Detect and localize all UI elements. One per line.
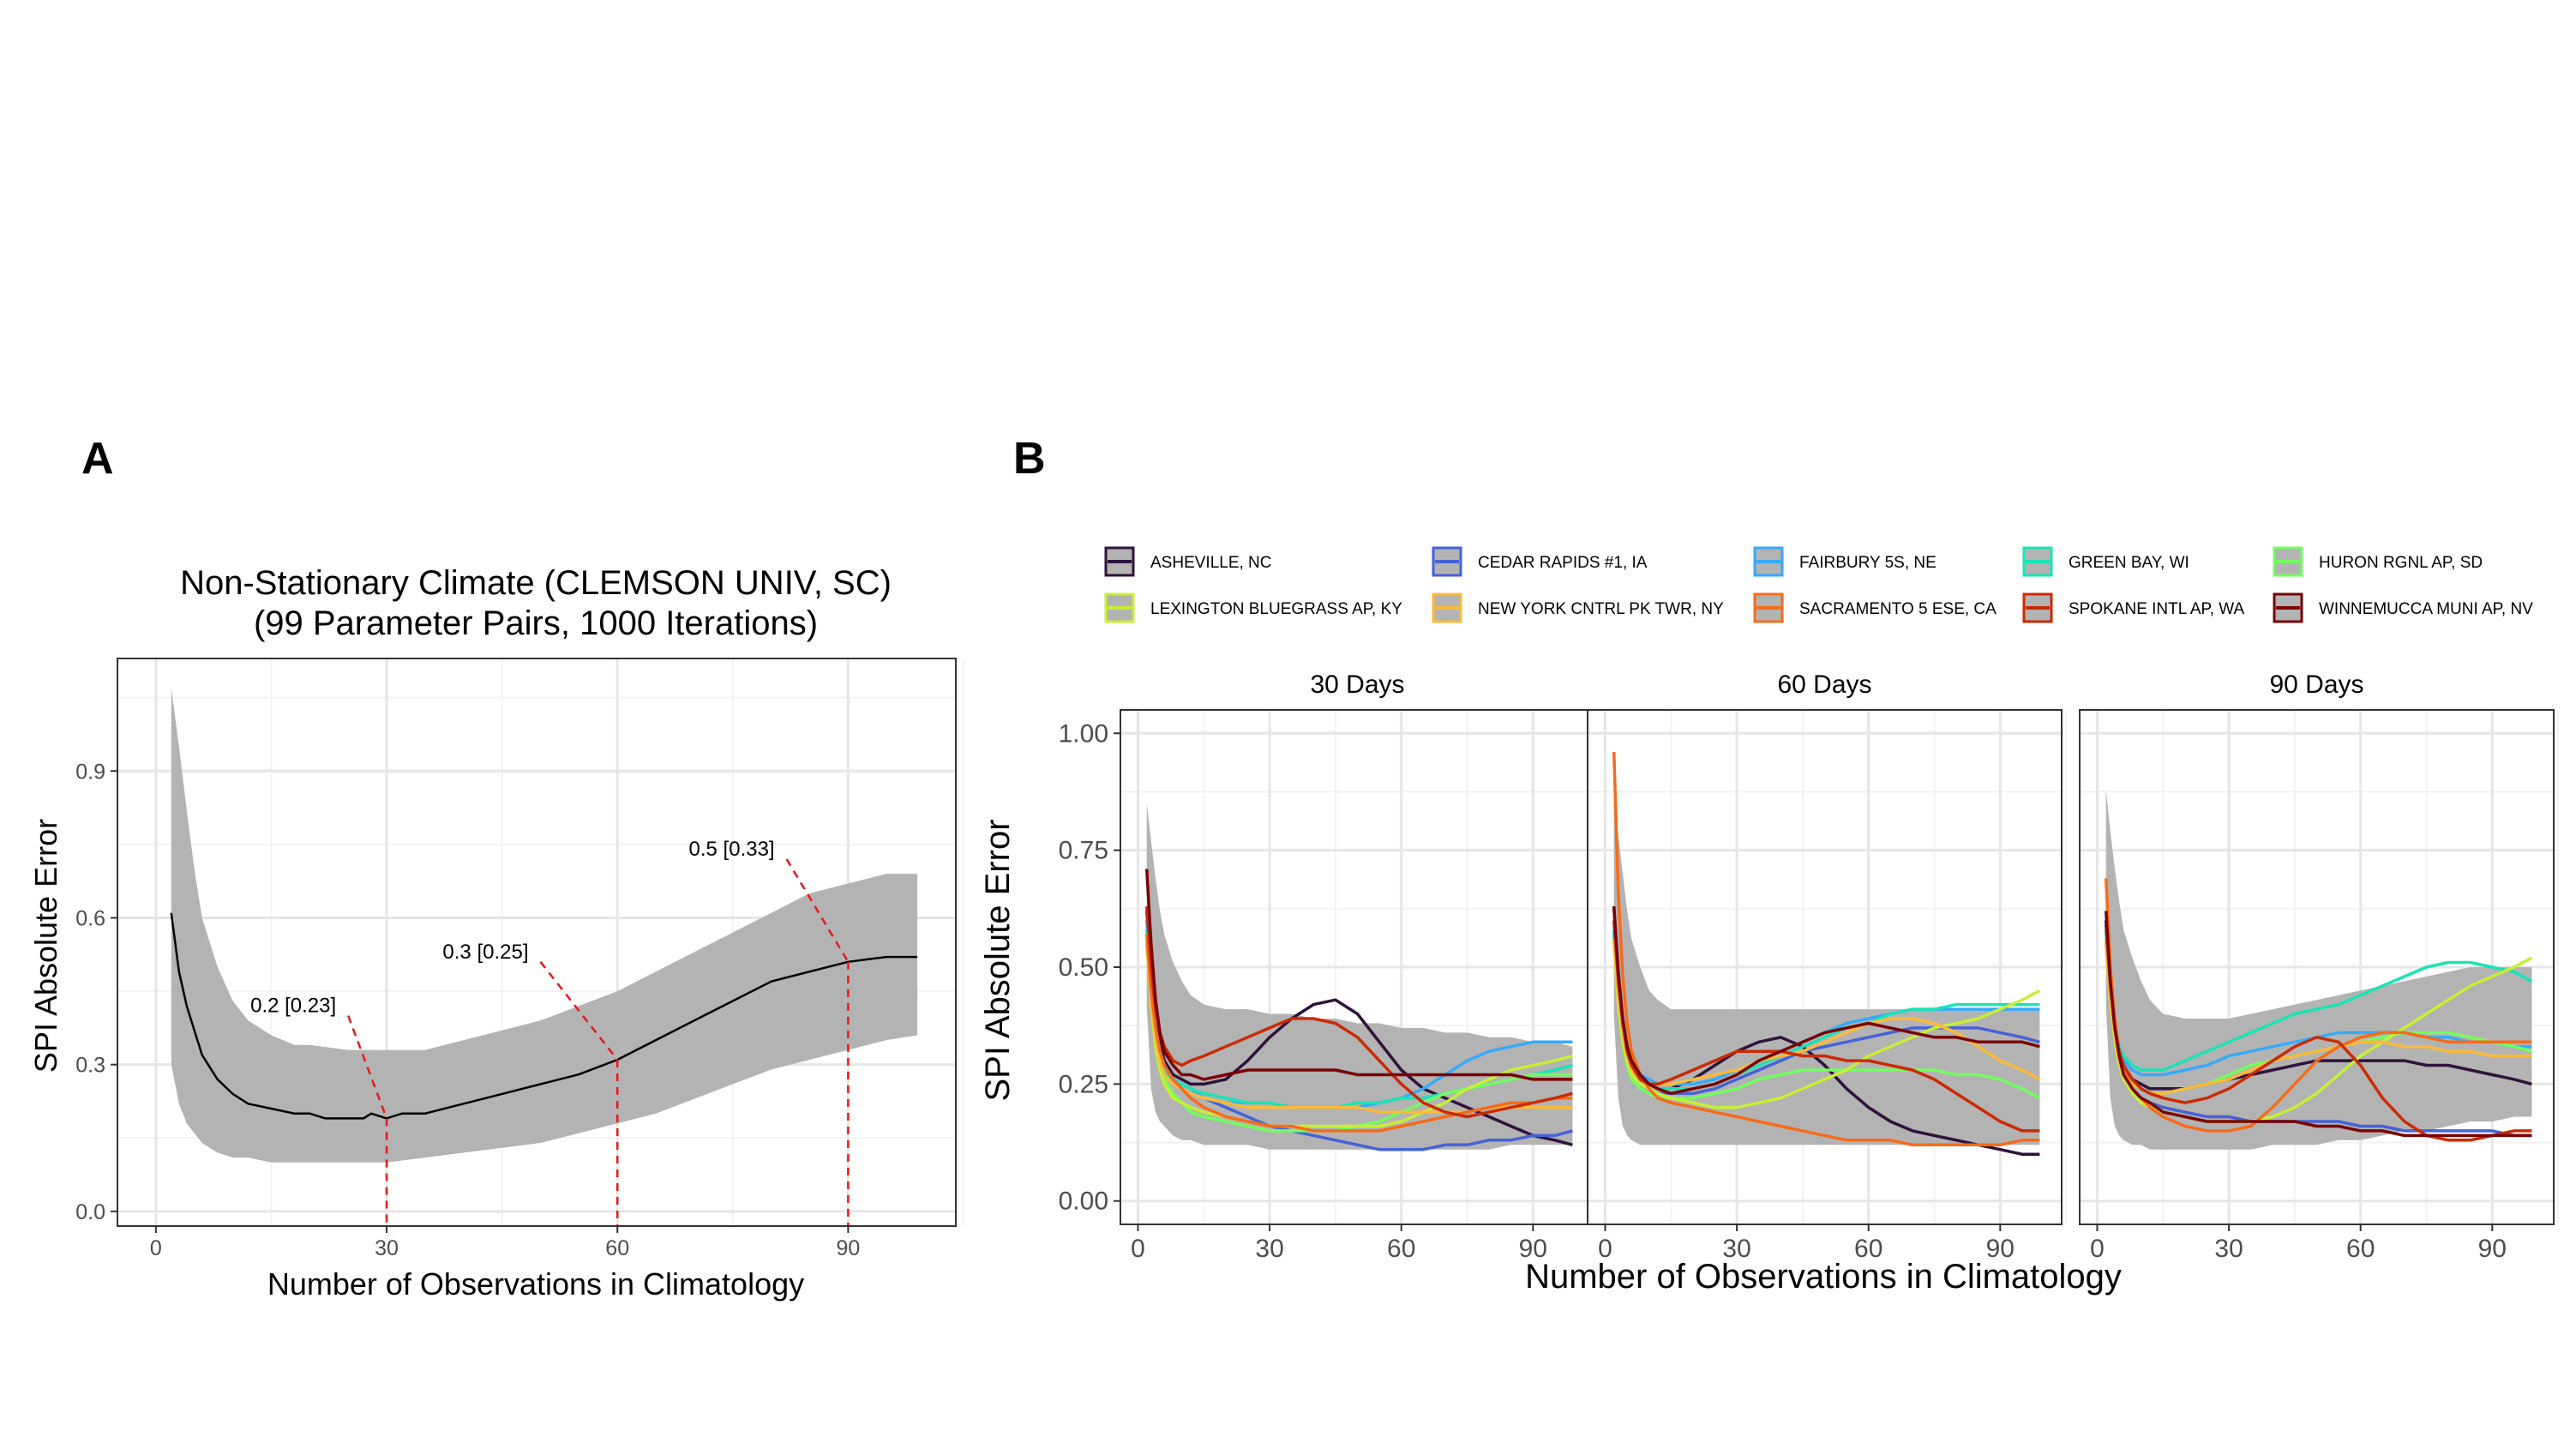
facet-border bbox=[1587, 709, 2063, 1225]
panel-a-letter: A bbox=[81, 434, 114, 484]
panel-a-median-line bbox=[170, 912, 918, 1120]
x-tick-label: 0 bbox=[2090, 1235, 2105, 1263]
panel-a-median-path bbox=[170, 912, 918, 1120]
x-tick-label: 60 bbox=[2346, 1235, 2375, 1263]
series-line bbox=[1612, 905, 2040, 1096]
series-line bbox=[2104, 878, 2532, 1133]
panel-a-border bbox=[117, 658, 957, 1227]
series-line bbox=[1612, 939, 2041, 1100]
legend-key bbox=[1432, 546, 1462, 577]
marker-leader-dash bbox=[785, 858, 850, 963]
facet-title: 30 Days bbox=[1310, 670, 1404, 699]
panel-a-x-axis-label: Number of Observations in Climatology bbox=[267, 1266, 804, 1302]
legend-label: ASHEVILLE, NC bbox=[1150, 554, 1272, 572]
series-line bbox=[2104, 929, 2533, 1072]
series-line bbox=[1144, 905, 1573, 1119]
marker-leader-dash bbox=[539, 961, 619, 1061]
panel-a-y-axis-label: SPI Absolute Error bbox=[28, 819, 63, 1073]
y-tick-label: 0.3 bbox=[75, 1054, 105, 1078]
series-line bbox=[1144, 939, 1573, 1128]
panel-a-annotations: 0.2 [0.23] 0.3 [0.25] 0.5 [0.33] bbox=[250, 838, 850, 1226]
legend-key bbox=[2273, 592, 2303, 623]
panel-a-tick-labels: 0 30 60 90 0.0 0.3 0.6 0.9 bbox=[75, 760, 860, 1260]
legend-label: FAIRBURY 5S, NE bbox=[1799, 554, 1937, 572]
x-tick-label: 30 bbox=[1255, 1235, 1283, 1263]
series-line bbox=[1612, 943, 2041, 1109]
facet-2: 60 Days 0 30 60 90 bbox=[1587, 670, 2068, 1263]
legend-label: CEDAR RAPIDS #1, IA bbox=[1478, 554, 1648, 572]
annotation-label: 0.2 [0.23] bbox=[250, 995, 336, 1018]
series-line bbox=[1612, 752, 2040, 1147]
y-tick-label: 0.75 bbox=[1059, 837, 1108, 865]
legend-label: LEXINGTON BLUEGRASS AP, KY bbox=[1150, 600, 1402, 618]
panel-b-legend: ASHEVILLE, NC CEDAR RAPIDS #1, IA FAIRBURY… bbox=[1104, 546, 2533, 623]
facet-border bbox=[2079, 709, 2555, 1225]
y-tick-label: 0.00 bbox=[1059, 1187, 1108, 1216]
annotation-label: 0.3 [0.25] bbox=[442, 941, 528, 964]
facet-band-area bbox=[2105, 789, 2532, 1150]
legend-label: NEW YORK CNTRL PK TWR, NY bbox=[1478, 600, 1724, 618]
facet-3: 90 Days 0 30 60 90 bbox=[2079, 670, 2560, 1263]
panel-a-title-line1: Non-Stationary Climate (CLEMSON UNIV, SC… bbox=[180, 564, 892, 602]
y-tick-label: 0.9 bbox=[75, 760, 105, 784]
y-tick-label: 0.50 bbox=[1059, 953, 1108, 982]
y-tick-label: 0.25 bbox=[1059, 1070, 1108, 1098]
marker-leader-dash bbox=[347, 1015, 388, 1119]
legend-key bbox=[2273, 546, 2303, 577]
series-line bbox=[1612, 939, 2041, 1086]
x-tick-label: 30 bbox=[375, 1236, 399, 1260]
x-tick-label: 60 bbox=[1854, 1235, 1882, 1263]
y-tick-label: 0.0 bbox=[75, 1200, 105, 1224]
y-tick-label: 1.00 bbox=[1059, 719, 1108, 748]
panel-a-frame bbox=[117, 658, 957, 1227]
panel-a-range-band bbox=[171, 688, 918, 1163]
panel-b-chart: ASHEVILLE, NC CEDAR RAPIDS #1, IA FAIRBURY… bbox=[979, 546, 2560, 1296]
y-tick-label: 0.6 bbox=[75, 906, 105, 930]
legend-key bbox=[1104, 592, 1135, 623]
series-line bbox=[2104, 911, 2532, 1138]
series-line bbox=[1144, 869, 1573, 1081]
x-tick-label: 0 bbox=[150, 1236, 162, 1260]
annotation-label: 0.5 [0.33] bbox=[689, 838, 775, 861]
legend-key bbox=[1432, 592, 1462, 623]
x-tick-label: 90 bbox=[1986, 1235, 2015, 1263]
x-tick-label: 60 bbox=[1387, 1235, 1415, 1263]
panel-a-title-line2: (99 Parameter Pairs, 1000 Iterations) bbox=[254, 604, 818, 642]
legend-key bbox=[1104, 546, 1135, 577]
x-tick-label: 30 bbox=[1722, 1235, 1750, 1263]
x-tick-label: 90 bbox=[836, 1236, 860, 1260]
series-line bbox=[2104, 943, 2533, 1123]
legend-key bbox=[1753, 592, 1784, 623]
legend-label: HURON RGNL AP, SD bbox=[2319, 554, 2483, 572]
series-line bbox=[1144, 911, 1573, 1146]
x-tick-label: 60 bbox=[605, 1236, 629, 1260]
panel-b-letter: B bbox=[1013, 434, 1046, 484]
x-tick-label: 30 bbox=[2214, 1235, 2243, 1263]
x-tick-label: 90 bbox=[1519, 1235, 1547, 1263]
facet-title: 60 Days bbox=[1777, 670, 1871, 699]
panel-a-band-area bbox=[171, 688, 918, 1163]
panel-b-x-axis-label: Number of Observations in Climatology bbox=[1525, 1258, 2122, 1296]
legend-label: GREEN BAY, WI bbox=[2069, 554, 2189, 572]
facet-title: 90 Days bbox=[2269, 670, 2363, 699]
facet-1: 30 Days 0 30 60 90 0.00 0.25 0.50 0.75 1.00 bbox=[1059, 670, 1600, 1263]
legend-key bbox=[2022, 592, 2053, 623]
series-line bbox=[2104, 924, 2532, 1142]
x-tick-label: 0 bbox=[1598, 1235, 1612, 1263]
x-tick-label: 90 bbox=[2478, 1235, 2507, 1263]
x-tick-label: 0 bbox=[1131, 1235, 1145, 1263]
series-line bbox=[1144, 934, 1573, 1133]
legend-label: SPOKANE INTL AP, WA bbox=[2069, 600, 2245, 618]
legend-label: WINNEMUCCA MUNI AP, NV bbox=[2319, 600, 2533, 618]
panel-b-y-axis-label: SPI Absolute Error bbox=[979, 819, 1017, 1101]
series-line bbox=[2104, 929, 2532, 1077]
series-line bbox=[1612, 920, 2040, 1133]
panel-a-chart: Non-Stationary Climate (CLEMSON UNIV, SC… bbox=[28, 564, 964, 1302]
legend-key bbox=[1753, 546, 1784, 577]
series-line bbox=[1144, 934, 1573, 1133]
panel-b-facets: 30 Days 0 30 60 90 0.00 0.25 0.50 0.75 1.00 60 Day… bbox=[1059, 670, 2560, 1263]
legend-label: SACRAMENTO 5 ESE, CA bbox=[1799, 600, 1997, 618]
legend-key bbox=[2022, 546, 2053, 577]
